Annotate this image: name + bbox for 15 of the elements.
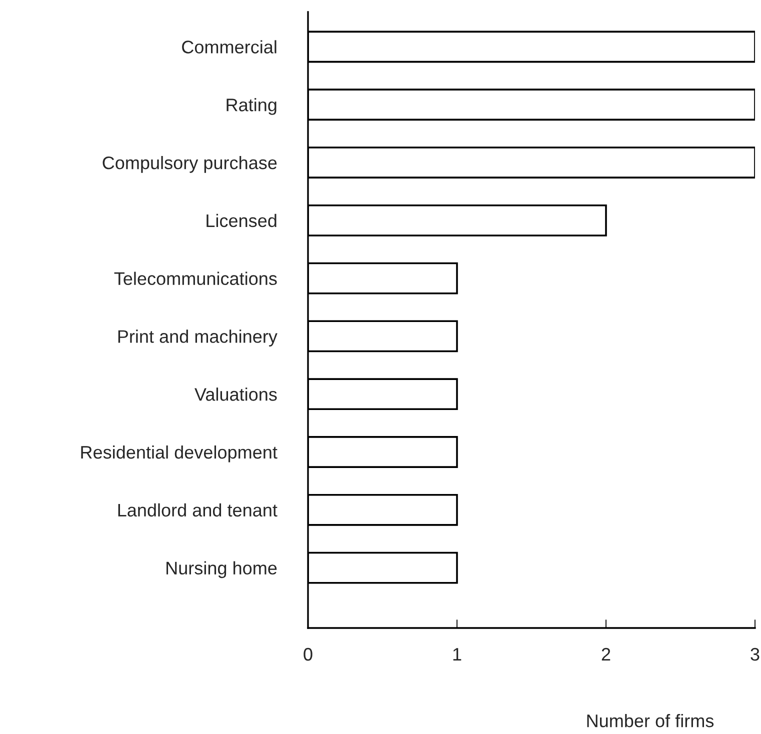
y-tick-label: Landlord and tenant <box>118 503 278 517</box>
x-tick-label: 3 <box>750 648 760 661</box>
x-axis-title: Number of firms <box>587 714 714 728</box>
y-tick-label: Print and machinery <box>118 330 278 346</box>
y-tick-label: Licensed <box>206 214 276 228</box>
x-tick-label: 1 <box>453 648 462 661</box>
x-tick-label: 0 <box>304 648 312 661</box>
y-tick-label: Valuations <box>194 388 277 401</box>
y-tick-label: Compulsory purchase <box>102 156 277 173</box>
y-tick-label: Nursing home <box>166 561 277 578</box>
y-tick-label: Rating <box>226 98 276 115</box>
y-tick-label: Telecommunications <box>114 272 277 286</box>
y-tick-label: Commercial <box>182 40 276 54</box>
y-tick-label: Residential development <box>81 445 278 462</box>
x-tick-label: 2 <box>602 648 610 661</box>
